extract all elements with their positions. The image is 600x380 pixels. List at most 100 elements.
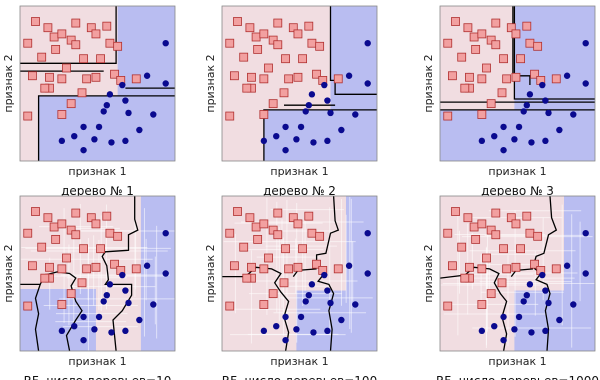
class-1-point (528, 329, 535, 336)
class-1-point (308, 91, 316, 98)
class-0-point (86, 213, 96, 223)
class-1-point (282, 336, 289, 344)
class-1-point (364, 270, 371, 277)
class-0-point (259, 29, 269, 39)
class-1-point (523, 102, 530, 109)
blue-region (440, 109, 595, 161)
class-1-point (582, 80, 589, 87)
class-0-point (253, 45, 263, 54)
class-0-point (451, 207, 460, 216)
class-0-point (307, 228, 317, 238)
class-0-point (497, 88, 507, 98)
class-1-point (545, 299, 552, 307)
class-1-point (91, 326, 98, 333)
class-1-point (273, 323, 280, 330)
class-0-point (502, 74, 512, 84)
class-0-point (477, 264, 487, 274)
plot-frame (19, 195, 176, 352)
class-0-point (477, 74, 487, 84)
class-1-point (515, 123, 523, 131)
class-1-point (542, 327, 549, 335)
class-0-point (225, 228, 235, 238)
class-0-point (486, 35, 496, 45)
class-0-point (251, 222, 261, 232)
plot-frame (439, 195, 596, 352)
class-1-point (293, 136, 300, 143)
class-0-point (239, 242, 249, 252)
class-1-point (58, 137, 66, 145)
class-0-point (551, 264, 561, 274)
panel-2: признак 1 признак 2 дерево № 2 (204, 5, 378, 198)
class-0-point (451, 17, 460, 26)
class-1-point (95, 123, 103, 131)
class-1-point (143, 72, 151, 79)
class-1-point (324, 327, 331, 335)
class-1-point (491, 323, 498, 330)
class-0-point (471, 45, 481, 54)
x-axis-label: признак 1 (68, 355, 126, 368)
class-0-point (293, 219, 303, 229)
class-0-point (268, 289, 278, 299)
class-1-point (108, 329, 115, 336)
class-1-point (125, 299, 132, 307)
class-0-point (113, 41, 123, 51)
class-0-point (463, 23, 473, 33)
class-1-point (352, 301, 359, 308)
class-0-point (477, 110, 487, 119)
class-1-point (539, 81, 546, 89)
class-1-point (321, 81, 328, 89)
class-1-point (80, 336, 87, 344)
class-1-point (80, 123, 87, 131)
class-0-point (307, 38, 317, 48)
class-1-point (310, 139, 317, 146)
class-0-point (264, 253, 273, 263)
class-1-point (162, 80, 169, 87)
class-0-point (27, 261, 37, 271)
class-1-point (327, 299, 334, 307)
class-1-point (58, 327, 66, 335)
class-0-point (273, 40, 283, 50)
class-1-point (582, 270, 589, 277)
class-0-point (465, 262, 474, 272)
class-1-point (95, 313, 103, 321)
class-0-point (45, 72, 54, 82)
class-0-point (23, 38, 33, 48)
class-0-point (233, 17, 242, 26)
class-0-point (82, 264, 92, 274)
class-0-point (443, 111, 453, 121)
class-1-point (345, 262, 353, 269)
class-1-point (327, 109, 334, 117)
class-0-point (259, 74, 269, 84)
class-0-point (40, 83, 50, 93)
class-0-point (279, 278, 289, 288)
class-0-point (486, 225, 496, 235)
x-axis-label: признак 1 (68, 165, 126, 178)
class-0-point (37, 52, 47, 62)
class-0-point (239, 52, 249, 62)
plot-frame (439, 5, 596, 162)
class-0-point (443, 228, 453, 238)
class-0-point (229, 261, 239, 271)
y-axis-label: признак 2 (2, 54, 15, 112)
class-0-point (511, 262, 521, 272)
class-0-point (525, 38, 535, 48)
class-0-point (506, 23, 516, 33)
class-0-point (242, 273, 252, 283)
x-axis-label: признак 1 (488, 165, 546, 178)
class-1-point (491, 133, 498, 140)
class-0-point (110, 259, 119, 269)
class-0-point (131, 74, 141, 84)
class-1-point (500, 123, 507, 131)
class-0-point (51, 234, 61, 244)
class-0-point (499, 54, 508, 64)
panel-6: признак 1 признак 2 RF, число деревьев=100… (422, 195, 599, 380)
class-0-point (516, 244, 525, 254)
class-1-point (338, 316, 345, 324)
class-0-point (66, 99, 76, 109)
class-1-point (324, 287, 331, 294)
class-0-point (57, 219, 67, 229)
class-1-point (122, 97, 129, 104)
class-0-point (268, 225, 278, 235)
class-1-point (282, 123, 289, 131)
class-0-point (284, 264, 294, 274)
